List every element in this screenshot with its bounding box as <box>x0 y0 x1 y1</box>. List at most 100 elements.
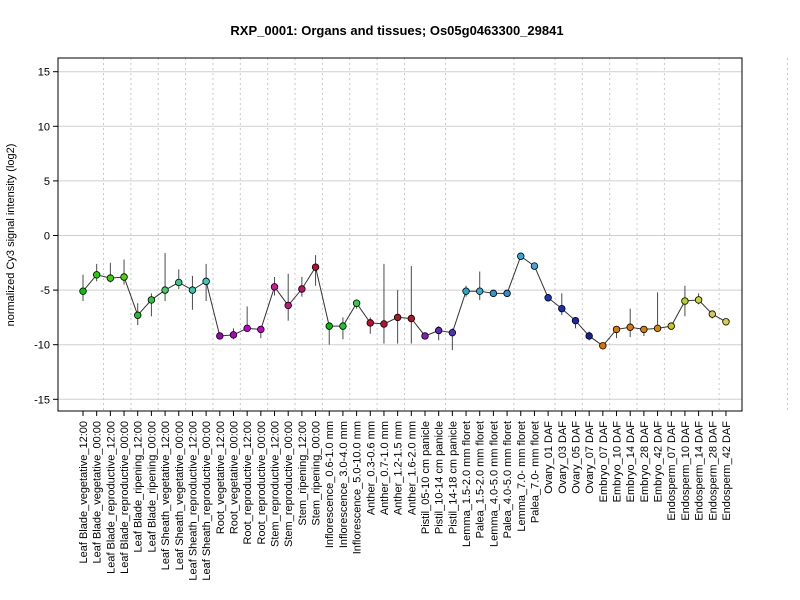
data-point <box>434 326 443 335</box>
data-point <box>257 325 265 334</box>
x-tick-label: Root_vegetative_12:00 <box>215 421 227 534</box>
y-tick-label: -15 <box>34 394 50 406</box>
data-point <box>599 342 607 350</box>
x-tick-label: Endosperm_14 DAF <box>694 421 706 521</box>
data-point <box>325 322 333 330</box>
x-tick-label: Stem_ripening_00:00 <box>311 421 323 526</box>
x-tick-label: Inflorescence_5.0-10.0 mm <box>352 421 364 554</box>
x-tick-label: Embryo_28 DAF <box>639 421 651 503</box>
data-point <box>667 322 675 330</box>
data-point <box>92 271 101 279</box>
x-tick-label: Anther_1.2-1.5 mm <box>393 421 405 515</box>
x-tick-label: Leaf Blade_ripening_00:00 <box>146 421 158 553</box>
x-tick-label: Leaf Blade_vegetative_00:00 <box>92 421 104 564</box>
data-point <box>243 324 251 333</box>
data-point <box>530 262 539 270</box>
x-tick-label: Ovary_05 DAF <box>570 421 582 494</box>
x-tick-label: Embryo_42 DAF <box>653 421 665 503</box>
data-point <box>380 320 388 328</box>
data-point <box>626 323 634 331</box>
x-tick-label: Leaf Blade_reproductive_12:00 <box>105 421 117 574</box>
data-point <box>229 331 238 339</box>
x-tick-label: Inflorescence_3.0-4.0 mm <box>338 421 350 548</box>
plot-frame <box>57 57 743 412</box>
y-axis: -15 -10 -5 0 5 10 15 <box>34 67 58 406</box>
x-tick-label: Palea_4.0-5.0 mm floret <box>502 421 514 538</box>
data-point <box>298 285 306 293</box>
x-tick-label: Embryo_10 DAF <box>612 421 624 503</box>
x-tick-label: Stem_ripening_12:00 <box>297 421 309 526</box>
x-tick-label: Anther_0.7-1.0 mm <box>379 421 391 515</box>
data-point <box>284 301 292 310</box>
x-axis-labels: Leaf Blade_vegetative_12:00 Leaf Blade_ve… <box>78 411 733 581</box>
x-tick-label: Pistil_14-18 cm panicle <box>447 421 459 534</box>
x-tick-label: Leaf Sheath_reproductive_12:00 <box>187 421 199 581</box>
data-point <box>106 274 115 282</box>
x-tick-label: Endosperm_07 DAF <box>666 421 678 521</box>
x-tick-label: Ovary_01 DAF <box>543 421 555 494</box>
data-point <box>134 311 142 319</box>
data-point <box>722 318 730 326</box>
grid-layer <box>58 71 742 400</box>
y-tick-label: 0 <box>44 231 50 243</box>
data-point <box>339 322 347 330</box>
x-tick-label: Leaf Blade_reproductive_00:00 <box>119 421 131 574</box>
data-point <box>681 297 689 305</box>
y-tick-label: 10 <box>38 121 50 133</box>
data-point <box>448 328 457 337</box>
data-point <box>517 252 525 260</box>
data-point <box>558 304 566 313</box>
data-point <box>366 319 374 327</box>
y-tick-label: 5 <box>44 176 50 188</box>
data-point <box>352 299 361 307</box>
x-tick-label: Ovary_03 DAF <box>557 421 569 494</box>
x-tick-label: Lemma_1.5-2.0 mm floret <box>461 421 473 547</box>
data-point <box>585 332 593 340</box>
x-tick-label: Leaf Sheath_reproductive_00:00 <box>201 421 213 581</box>
x-tick-label: Inflorescence_0.6-1.0 mm <box>324 421 336 548</box>
x-tick-label: Endosperm_28 DAF <box>707 421 719 521</box>
data-point <box>79 287 87 295</box>
y-axis-title: normalized Cy3 signal intensity (log2) <box>5 144 17 327</box>
x-tick-label: Stem_reproductive_12:00 <box>270 421 282 547</box>
data-point <box>503 289 511 298</box>
data-point <box>476 287 484 295</box>
data-point <box>175 278 183 287</box>
data-point <box>694 296 703 304</box>
y-tick-label: -5 <box>40 285 50 297</box>
x-tick-label: Root_reproductive_12:00 <box>242 421 254 545</box>
data-point <box>311 263 320 271</box>
data-point <box>708 310 716 318</box>
x-tick-label: Stem_reproductive_00:00 <box>283 421 295 547</box>
data-point <box>489 289 498 298</box>
series-layer <box>79 252 730 351</box>
x-tick-label: Palea_1.5-2.0 mm floret <box>475 421 487 538</box>
data-point <box>270 283 279 291</box>
data-point <box>407 314 416 323</box>
data-point <box>161 286 169 294</box>
y-tick-label: -10 <box>34 340 50 352</box>
group-separators <box>103 58 789 411</box>
data-point <box>462 287 470 295</box>
x-tick-label: Anther_0.3-0.6 mm <box>365 421 377 515</box>
x-tick-label: Ovary_07 DAF <box>584 421 596 494</box>
x-tick-label: Pistil_05-10 cm panicle <box>420 421 432 534</box>
data-point <box>571 316 580 325</box>
data-point <box>544 294 552 302</box>
x-tick-label: Leaf Sheath_vegetative_12:00 <box>160 421 172 570</box>
data-point <box>216 332 224 340</box>
x-tick-label: Endosperm_42 DAF <box>721 421 733 521</box>
x-tick-label: Embryo_07 DAF <box>598 421 610 503</box>
x-tick-label: Root_reproductive_00:00 <box>256 421 268 545</box>
x-tick-label: Leaf Blade_vegetative_12:00 <box>78 421 90 564</box>
data-point <box>147 296 156 304</box>
x-tick-label: Palea_7.0- mm floret <box>529 421 541 523</box>
chart-title: RXP_0001: Organs and tissues; Os05g04633… <box>230 23 563 38</box>
x-tick-label: Root_vegetative_00:00 <box>228 421 240 534</box>
x-tick-label: Leaf Blade_ripening_12:00 <box>133 421 145 553</box>
x-tick-label: Endosperm_10 DAF <box>680 421 692 521</box>
data-point <box>612 325 621 334</box>
x-tick-label: Pistil_10-14 cm panicle <box>434 421 446 534</box>
data-point <box>421 332 429 340</box>
